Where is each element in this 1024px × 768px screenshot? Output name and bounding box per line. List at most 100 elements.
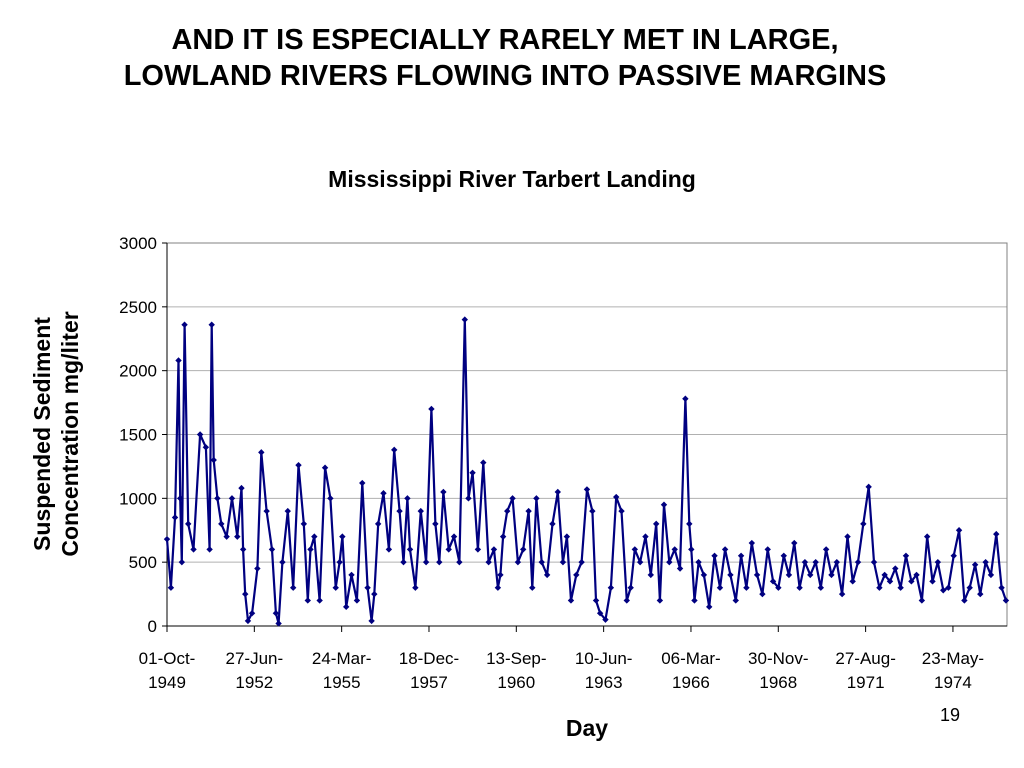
data-point-diamond — [844, 533, 851, 540]
chart-title: Mississippi River Tarbert Landing — [328, 166, 696, 192]
data-point-diamond — [210, 456, 217, 464]
data-series — [163, 316, 1010, 627]
x-tick-label-line-2: 1971 — [847, 673, 885, 692]
data-point-diamond — [578, 558, 585, 566]
data-point-diamond — [406, 546, 414, 553]
data-point-diamond — [950, 552, 957, 559]
x-tick-label: 18-Dec- 1957 — [399, 649, 459, 692]
data-point-diamond — [602, 616, 609, 623]
series-line — [165, 318, 1008, 625]
slide-title: AND IT IS ESPECIALLY RARELY MET IN LARGE… — [0, 22, 1010, 94]
data-point-diamond — [304, 597, 311, 604]
data-point-diamond — [764, 546, 771, 553]
data-point-diamond — [721, 546, 729, 553]
y-tick-label: 1000 — [119, 489, 157, 508]
data-point-diamond — [567, 597, 575, 604]
data-point-diamond — [748, 539, 756, 547]
data-point-diamond — [833, 558, 840, 566]
y-tick-label: 2000 — [119, 362, 157, 381]
data-point-diamond — [618, 507, 625, 515]
data-point-diamond — [791, 539, 798, 547]
data-point-diamond — [206, 546, 213, 553]
data-point-diamond — [440, 488, 447, 496]
data-point-diamond — [987, 571, 995, 579]
data-point-diamond — [461, 316, 468, 323]
data-point-diamond — [589, 507, 596, 515]
data-point-diamond — [400, 558, 407, 566]
data-point-diamond — [807, 571, 814, 579]
data-point-diamond — [514, 558, 522, 566]
y-axis-label-line-1: Suspended Sediment — [29, 317, 55, 551]
data-point-diamond — [549, 520, 556, 528]
data-point-diamond — [929, 578, 936, 585]
data-point-diamond — [966, 584, 973, 591]
data-point-diamond — [596, 610, 604, 617]
data-point-diamond — [428, 405, 435, 413]
data-point-diamond — [908, 578, 915, 585]
data-point-diamond — [254, 565, 261, 572]
data-point-diamond — [897, 584, 904, 591]
x-tick-label-line-2: 1963 — [585, 673, 623, 692]
x-tick-label-line-1: 24-Mar- — [312, 649, 372, 668]
x-axis: 01-Oct- 1949 27-Jun- 1952 24-Mar- 1955 18-Dec-… — [139, 625, 1007, 692]
data-point-diamond — [902, 552, 910, 559]
data-point-diamond — [592, 597, 600, 604]
data-point-diamond — [695, 558, 702, 566]
data-point-diamond — [497, 571, 504, 579]
data-point-diamond — [509, 495, 516, 502]
x-tick-label-line-1: 13-Sep- — [486, 649, 546, 668]
x-tick-label-line-2: 1960 — [497, 673, 535, 692]
data-point-diamond — [886, 578, 894, 585]
data-point-diamond — [336, 558, 343, 566]
data-point-diamond — [945, 584, 952, 591]
data-point-diamond — [525, 507, 532, 515]
data-point-diamond — [480, 459, 487, 466]
data-point-diamond — [374, 520, 382, 528]
data-point-diamond — [993, 530, 1000, 538]
data-point-diamond — [218, 520, 225, 528]
data-point-diamond — [666, 558, 673, 566]
x-tick-label: 27-Aug- 1971 — [835, 649, 895, 692]
data-point-diamond — [196, 431, 204, 438]
data-point-diamond — [913, 571, 920, 579]
data-point-diamond — [396, 507, 403, 515]
data-point-diamond — [860, 520, 867, 528]
data-point-diamond — [436, 558, 443, 566]
data-point-diamond — [244, 617, 252, 625]
data-point-diamond — [881, 571, 888, 579]
data-point-diamond — [607, 584, 615, 591]
data-point-diamond — [359, 479, 366, 487]
data-point-diamond — [520, 546, 527, 553]
y-tick-label: 0 — [148, 617, 157, 636]
y-tick-label: 500 — [129, 553, 157, 572]
data-point-diamond — [934, 558, 942, 566]
data-point-diamond — [737, 552, 745, 559]
data-point-diamond — [623, 597, 630, 604]
data-point-diamond — [368, 617, 375, 625]
data-point-diamond — [327, 495, 334, 502]
data-point-diamond — [955, 527, 963, 534]
data-point-diamond — [613, 493, 620, 501]
data-point-diamond — [178, 558, 186, 566]
data-point-diamond — [504, 507, 511, 515]
x-tick-label: 13-Sep- 1960 — [486, 649, 546, 692]
data-point-diamond — [268, 546, 276, 553]
data-point-diamond — [743, 584, 750, 591]
data-point-diamond — [727, 571, 734, 579]
data-point-diamond — [364, 584, 371, 591]
data-point-diamond — [289, 584, 297, 591]
data-point-diamond — [812, 558, 819, 566]
data-point-diamond — [263, 507, 270, 515]
x-tick-label-line-2: 1974 — [934, 673, 972, 692]
data-point-diamond — [202, 444, 210, 451]
data-point-diamond — [234, 533, 241, 540]
data-point-diamond — [563, 533, 571, 540]
data-point-diamond — [636, 558, 644, 566]
x-tick-label: 23-May- 1974 — [922, 649, 984, 692]
data-point-diamond — [688, 546, 695, 553]
data-point-diamond — [828, 571, 835, 579]
data-point-diamond — [918, 597, 926, 604]
data-point-diamond — [691, 597, 698, 604]
data-point-diamond — [716, 584, 724, 591]
data-point-diamond — [686, 520, 693, 528]
